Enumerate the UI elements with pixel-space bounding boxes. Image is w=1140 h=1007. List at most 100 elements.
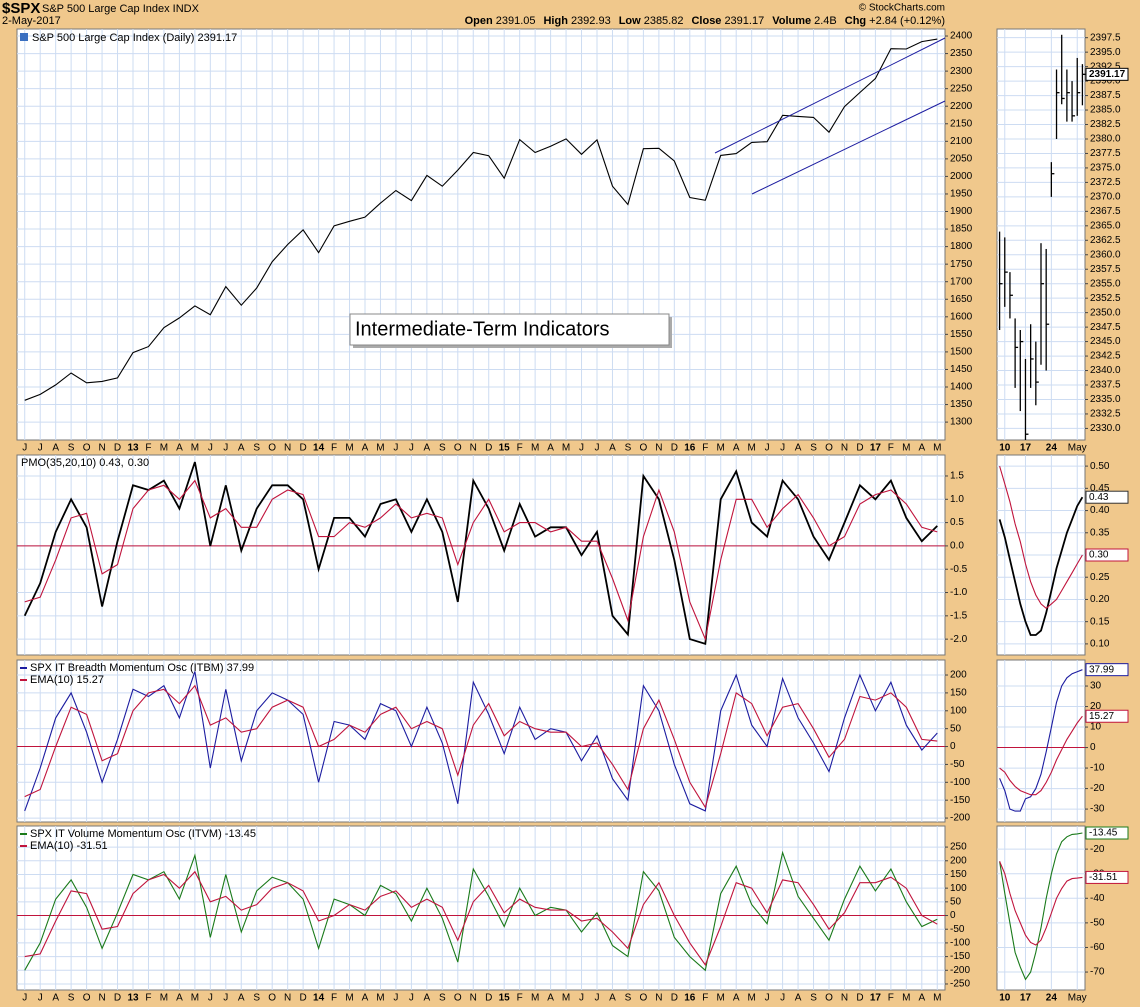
y-tick-label: 2385.0	[1090, 105, 1121, 116]
x-tick-label: J	[208, 993, 213, 1004]
quote-value: 2391.05	[496, 15, 536, 27]
x-tick-label: F	[331, 993, 337, 1004]
x-tick-label: D	[114, 993, 121, 1004]
y-tick-label: -250	[950, 979, 970, 990]
x-tick-label: A	[795, 443, 802, 454]
x-tick-label: M	[562, 993, 570, 1004]
x-tick-label: N	[470, 993, 477, 1004]
x-tick-label: 10	[999, 443, 1011, 454]
y-tick-label: 1500	[950, 347, 973, 358]
credit: © StockCharts.com	[859, 3, 945, 14]
y-tick-label: 2377.5	[1090, 148, 1121, 159]
x-tick-label: A	[547, 993, 554, 1004]
series-line	[24, 850, 938, 972]
y-tick-label: -10	[1090, 763, 1105, 774]
x-tick-label: May	[1068, 993, 1087, 1004]
quote-label: Low	[619, 15, 641, 27]
series-line	[998, 496, 1084, 636]
x-tick-label: M	[376, 993, 384, 1004]
y-tick-label: 2342.5	[1090, 351, 1121, 362]
panel: 1300 1350 1400 1450 1500 1550 1600 1650 1700 1750…	[16, 28, 973, 454]
x-tick-label: J	[780, 443, 785, 454]
x-tick-label: M	[717, 993, 725, 1004]
channel-upper	[714, 37, 946, 154]
y-tick-label: 30	[1090, 681, 1102, 692]
y-tick-label: 2382.5	[1090, 119, 1121, 130]
value-badge-label: 15.27	[1089, 711, 1114, 722]
y-tick-label: 1700	[950, 276, 973, 287]
y-tick-label: 1800	[950, 241, 973, 252]
y-tick-label: -100	[950, 938, 970, 949]
y-tick-label: 2392.5	[1090, 61, 1121, 72]
y-tick-label: -40	[1090, 893, 1105, 904]
x-tick-label: A	[238, 993, 245, 1004]
value-badge	[1085, 548, 1129, 562]
channel-lower	[751, 100, 946, 195]
value-badge-label: -31.51	[1089, 872, 1118, 883]
x-tick-label: S	[810, 443, 817, 454]
y-tick-label: 0.35	[1090, 527, 1110, 538]
y-tick-label: -200	[950, 965, 970, 976]
y-tick-label: 2300	[950, 66, 973, 77]
x-tick-label: A	[733, 993, 740, 1004]
x-tick-label: D	[856, 993, 863, 1004]
x-tick-label: M	[191, 993, 199, 1004]
x-tick-label: A	[424, 443, 431, 454]
y-tick-label: -0.5	[950, 564, 968, 575]
y-tick-label: 0.20	[1090, 594, 1110, 605]
value-badge	[1085, 663, 1129, 677]
y-tick-label: 0.0	[950, 541, 964, 552]
x-tick-label: 10	[999, 993, 1011, 1004]
y-tick-label: 100	[950, 883, 967, 894]
y-tick-label: -60	[1090, 942, 1105, 953]
y-tick-label: 2372.5	[1090, 177, 1121, 188]
y-tick-label: 1300	[950, 417, 973, 428]
series-line	[24, 479, 938, 641]
x-tick-label: N	[98, 993, 105, 1004]
panel-background	[16, 659, 946, 823]
x-tick-label: D	[856, 443, 863, 454]
y-tick-label: 2335.0	[1090, 394, 1121, 405]
series-line	[999, 832, 1083, 981]
y-tick-label: -30	[1090, 804, 1105, 815]
x-tick-label: N	[284, 443, 291, 454]
x-tick-label: S	[625, 443, 632, 454]
series-line	[24, 38, 938, 401]
value-badge	[1085, 67, 1129, 81]
y-tick-label: 2395.0	[1090, 47, 1121, 58]
y-tick-label: 50	[950, 896, 962, 907]
x-tick-label: S	[625, 993, 632, 1004]
x-tick-label: F	[145, 993, 151, 1004]
quote-value: 2392.93	[571, 15, 611, 27]
x-tick-label: N	[655, 443, 662, 454]
x-tick-label: F	[702, 443, 708, 454]
y-tick-label: 0	[1090, 742, 1096, 753]
x-tick-label: May	[1068, 443, 1087, 454]
x-tick-label: J	[22, 443, 27, 454]
y-tick-label: 2352.5	[1090, 293, 1121, 304]
x-tick-label: F	[888, 993, 894, 1004]
y-tick-label: 2345.0	[1090, 336, 1121, 347]
x-tick-label: M	[717, 443, 725, 454]
value-badge-label: 0.30	[1089, 550, 1109, 561]
x-tick-label: D	[671, 993, 678, 1004]
panel-background	[996, 825, 1086, 991]
y-tick-label: 2390.0	[1090, 76, 1121, 87]
quote-label: High	[543, 15, 568, 27]
x-tick-label: N	[284, 993, 291, 1004]
x-tick-label: O	[268, 993, 276, 1004]
x-tick-label: J	[393, 443, 398, 454]
quote-label: Volume	[772, 15, 811, 27]
x-tick-label: A	[362, 993, 369, 1004]
y-tick-label: 200	[950, 855, 967, 866]
x-tick-label: O	[640, 993, 648, 1004]
annotation-box	[349, 313, 670, 346]
x-tick-label: O	[83, 443, 91, 454]
y-tick-label: 1.0	[950, 494, 964, 505]
y-tick-label: 2330.0	[1090, 423, 1121, 434]
y-tick-label: 2100	[950, 136, 973, 147]
panels: 1300135014001450150015501600165017001750…	[16, 28, 1129, 1004]
value-badge-label: 37.99	[1089, 664, 1114, 675]
x-tick-label: D	[300, 443, 307, 454]
y-tick-label: 1850	[950, 224, 973, 235]
